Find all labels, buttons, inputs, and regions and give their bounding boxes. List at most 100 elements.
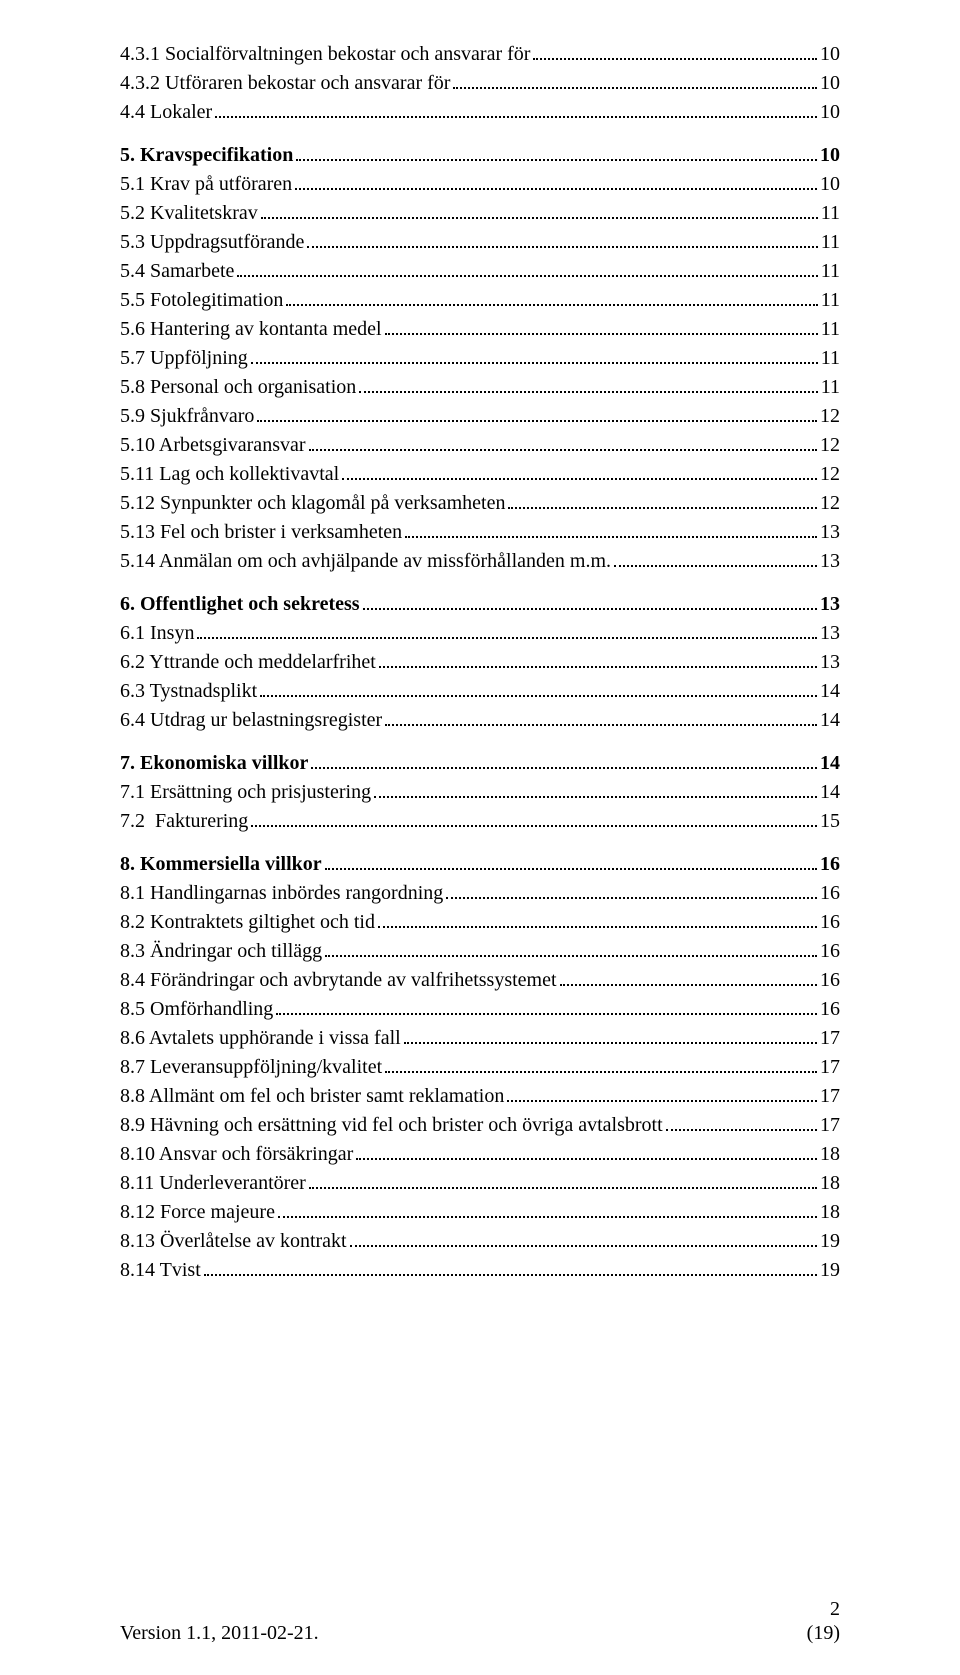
toc-leader-dots [309,434,817,451]
toc-entry-page: 17 [820,1082,840,1111]
toc-entry: 8.5 Omförhandling16 [120,995,840,1024]
toc-entry-title: 6.1 Insyn [120,619,194,648]
toc-entry: 8.1 Handlingarnas inbördes rangordning 16 [120,879,840,908]
toc-entry: 4.4 Lokaler10 [120,98,840,127]
toc-entry-page: 11 [821,257,840,286]
toc-entry-title: 8.13 Överlåtelse av kontrakt [120,1227,347,1256]
toc-entry-title: 6.3 Tystnadsplikt [120,677,257,706]
toc-entry-title: 5.13 Fel och brister i verksamheten [120,518,402,547]
toc-entry-page: 12 [820,431,840,460]
toc-entry: 5.1 Krav på utföraren10 [120,170,840,199]
toc-entry-page: 13 [820,518,840,547]
toc-leader-dots [251,347,818,364]
toc-entry-title: 5.10 Arbetsgivaransvar [120,431,306,460]
toc-leader-dots [278,1201,817,1218]
toc-entry-page: 11 [821,373,840,402]
toc-leader-dots [405,521,817,538]
toc-leader-dots [215,101,817,118]
toc-entry-page: 16 [820,937,840,966]
toc-entry: 8.14 Tvist19 [120,1256,840,1285]
toc-leader-dots [325,940,817,957]
toc-entry: 8.2 Kontraktets giltighet och tid16 [120,908,840,937]
toc-entry: 7.2 Fakturering 15 [120,807,840,836]
toc-entry-page: 10 [820,141,840,170]
toc-leader-dots [359,376,817,393]
toc-leader-dots [307,231,817,248]
toc-leader-dots [446,882,817,899]
toc-entry-title: 5.8 Personal och organisation [120,373,356,402]
toc-entry-page: 11 [821,315,840,344]
toc-entry: 8.8 Allmänt om fel och brister samt rekl… [120,1082,840,1111]
toc-entry-page: 14 [820,778,840,807]
toc-entry-page: 11 [821,199,840,228]
toc-entry: 6. Offentlighet och sekretess 13 [120,590,840,619]
toc-entry-title: 8.9 Hävning och ersättning vid fel och b… [120,1111,663,1140]
toc-leader-dots [204,1259,817,1276]
toc-entry-title: 5.6 Hantering av kontanta medel [120,315,382,344]
toc-leader-dots [309,1172,817,1189]
toc-leader-dots [508,492,817,509]
toc-leader-dots [325,853,817,870]
toc-leader-dots [251,810,817,827]
toc-entry-page: 10 [820,170,840,199]
toc-entry-page: 11 [821,286,840,315]
toc-entry-page: 12 [820,460,840,489]
toc-entry: 5.3 Uppdragsutförande11 [120,228,840,257]
toc-entry: 5.7 Uppföljning11 [120,344,840,373]
toc-entry-title: 8.1 Handlingarnas inbördes rangordning [120,879,443,908]
toc-entry-title: 8.8 Allmänt om fel och brister samt rekl… [120,1082,504,1111]
toc-entry-title: 8.11 Underleverantörer [120,1169,306,1198]
footer-page-total: (19) [807,1622,840,1644]
toc-entry-title: 6. Offentlighet och sekretess [120,590,360,619]
toc-entry: 8.7 Leveransuppföljning/kvalitet17 [120,1053,840,1082]
toc-entry-title: 4.3.1 Socialförvaltningen bekostar och a… [120,40,530,69]
toc-entry: 4.3.2 Utföraren bekostar och ansvarar fö… [120,69,840,98]
toc-entry-page: 10 [820,69,840,98]
toc-entry: 8.3 Ändringar och tillägg16 [120,937,840,966]
toc-entry-page: 18 [820,1140,840,1169]
toc-entry: 5.4 Samarbete11 [120,257,840,286]
toc-entry-page: 11 [821,344,840,373]
toc-entry-title: 7.2 Fakturering [120,807,248,836]
toc-entry: 5.8 Personal och organisation 11 [120,373,840,402]
toc-entry: 5.2 Kvalitetskrav 11 [120,199,840,228]
toc-entry-title: 5.2 Kvalitetskrav [120,199,258,228]
toc-entry-title: 8.14 Tvist [120,1256,201,1285]
toc-entry: 6.2 Yttrande och meddelarfrihet13 [120,648,840,677]
toc-entry-page: 15 [820,807,840,836]
footer-page-current: 2 [830,1598,840,1620]
toc-leader-dots [363,593,817,610]
toc-leader-dots [533,43,817,60]
toc-entry-title: 8.7 Leveransuppföljning/kvalitet [120,1053,382,1082]
toc-entry-page: 13 [820,648,840,677]
toc-entry: 8.11 Underleverantörer18 [120,1169,840,1198]
toc-leader-dots [378,911,817,928]
toc-entry-page: 10 [820,98,840,127]
toc-entry-page: 13 [820,590,840,619]
toc-entry-title: 8.6 Avtalets upphörande i vissa fall [120,1024,401,1053]
toc-entry: 7. Ekonomiska villkor14 [120,749,840,778]
toc-leader-dots [197,622,817,639]
toc-entry: 8. Kommersiella villkor16 [120,850,840,879]
toc-leader-dots [261,202,818,219]
toc-entry: 6.1 Insyn13 [120,619,840,648]
footer-page: 2 (19) [807,1597,840,1645]
toc-entry: 6.3 Tystnadsplikt14 [120,677,840,706]
toc-leader-dots [260,680,817,697]
toc-entry-page: 18 [820,1198,840,1227]
toc-entry: 5.13 Fel och brister i verksamheten 13 [120,518,840,547]
toc-entry: 7.1 Ersättning och prisjustering14 [120,778,840,807]
toc-entry: 8.13 Överlåtelse av kontrakt19 [120,1227,840,1256]
toc-leader-dots [404,1027,817,1044]
toc-entry: 8.10 Ansvar och försäkringar18 [120,1140,840,1169]
toc-entry-page: 10 [820,40,840,69]
toc-entry: 8.9 Hävning och ersättning vid fel och b… [120,1111,840,1140]
toc-entry-page: 16 [820,879,840,908]
toc-entry-page: 17 [820,1024,840,1053]
toc-entry: 8.4 Förändringar och avbrytande av valfr… [120,966,840,995]
toc-entry-title: 5.5 Fotolegitimation [120,286,283,315]
toc-leader-dots [311,752,817,769]
toc-entry-page: 16 [820,908,840,937]
toc-leader-dots [379,651,817,668]
toc-entry: 4.3.1 Socialförvaltningen bekostar och a… [120,40,840,69]
